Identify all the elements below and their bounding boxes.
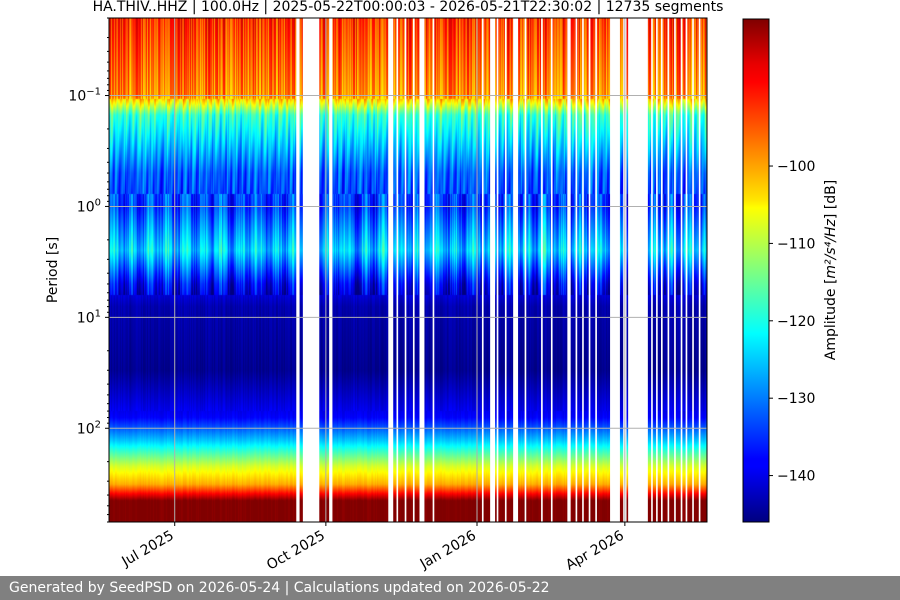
data-gaps — [296, 18, 701, 522]
data-gap — [582, 18, 584, 522]
colorbar-gradient — [742, 18, 770, 523]
data-gap — [567, 18, 571, 522]
data-gap — [490, 18, 496, 522]
data-gap — [396, 18, 399, 522]
psd-spectrogram-chart: HA.THIV..HHZ | 100.0Hz | 2025-05-22T00:0… — [45, 0, 839, 574]
x-tick-label: Oct 2025 — [264, 528, 328, 574]
data-gap — [550, 18, 553, 522]
y-axis: 10−1 100 101 102 — [68, 17, 109, 523]
colorbar: −100 −110 −120 −130 −140 Amplitude [m²/s⁴/Hz… — [742, 18, 839, 523]
data-gap — [588, 18, 591, 522]
colorbar-tick-label: −130 — [777, 391, 815, 407]
spectrogram-heatmap — [109, 18, 707, 522]
data-gap — [412, 18, 415, 522]
data-gap — [513, 18, 519, 522]
data-gap — [610, 18, 620, 522]
colorbar-label-end: ] [dB] — [823, 180, 839, 219]
data-gap — [667, 18, 670, 522]
data-gap — [651, 18, 653, 522]
data-gap — [575, 18, 578, 522]
colorbar-label-units: m²/s⁴/Hz — [823, 218, 839, 278]
data-gap — [388, 18, 394, 522]
data-gap — [496, 18, 499, 522]
data-gap — [419, 18, 425, 522]
plot-area — [108, 17, 708, 523]
colorbar-tick-label: −110 — [777, 236, 815, 252]
chart-area: HA.THIV..HHZ | 100.0Hz | 2025-05-22T00:0… — [45, 0, 839, 574]
data-gap — [329, 18, 333, 522]
y-tick-label: 102 — [77, 419, 101, 437]
data-gap — [656, 18, 658, 522]
x-tick-label: Jan 2026 — [417, 528, 479, 573]
colorbar-tick-label: −100 — [777, 159, 815, 175]
y-tick-label: 100 — [77, 197, 101, 215]
data-gap — [504, 18, 507, 522]
data-gap — [698, 18, 701, 522]
data-gap — [674, 18, 676, 522]
data-gap — [524, 18, 527, 522]
data-gap — [685, 18, 688, 522]
y-tick-label: 10−1 — [68, 87, 101, 105]
plot-frame — [108, 17, 708, 523]
colorbar-tick-label: −120 — [777, 314, 815, 330]
y-tick-label: 101 — [77, 308, 101, 326]
x-tick-label: Jul 2025 — [118, 528, 176, 571]
data-gap — [661, 18, 663, 522]
footer-bar: Generated by SeedPSD on 2026-05-24 | Cal… — [0, 576, 900, 600]
colorbar-label-main: Amplitude [ — [823, 279, 839, 361]
data-gap — [595, 18, 597, 522]
y-axis-label: Period [s] — [45, 237, 61, 303]
grid-lines — [109, 18, 707, 522]
data-gap — [692, 18, 694, 522]
chart-title: HA.THIV..HHZ | 100.0Hz | 2025-05-22T00:0… — [93, 0, 724, 15]
data-gap — [541, 18, 543, 522]
x-axis: Jul 2025 Oct 2025 Jan 2026 Apr 2026 — [118, 522, 627, 574]
footer-text: Generated by SeedPSD on 2026-05-24 | Cal… — [9, 580, 550, 596]
x-tick-label: Apr 2026 — [563, 528, 627, 574]
data-gap — [481, 18, 484, 522]
data-gap — [680, 18, 683, 522]
data-gap — [296, 18, 300, 522]
colorbar-label: Amplitude [m²/s⁴/Hz] [dB] — [823, 180, 839, 360]
data-gap — [302, 18, 320, 522]
colorbar-tick-label: −140 — [777, 469, 815, 485]
data-gap — [628, 18, 648, 522]
data-gap — [432, 18, 435, 522]
data-gap — [404, 18, 407, 522]
colorbar-ticks: −100 −110 −120 −130 −140 — [769, 159, 815, 485]
